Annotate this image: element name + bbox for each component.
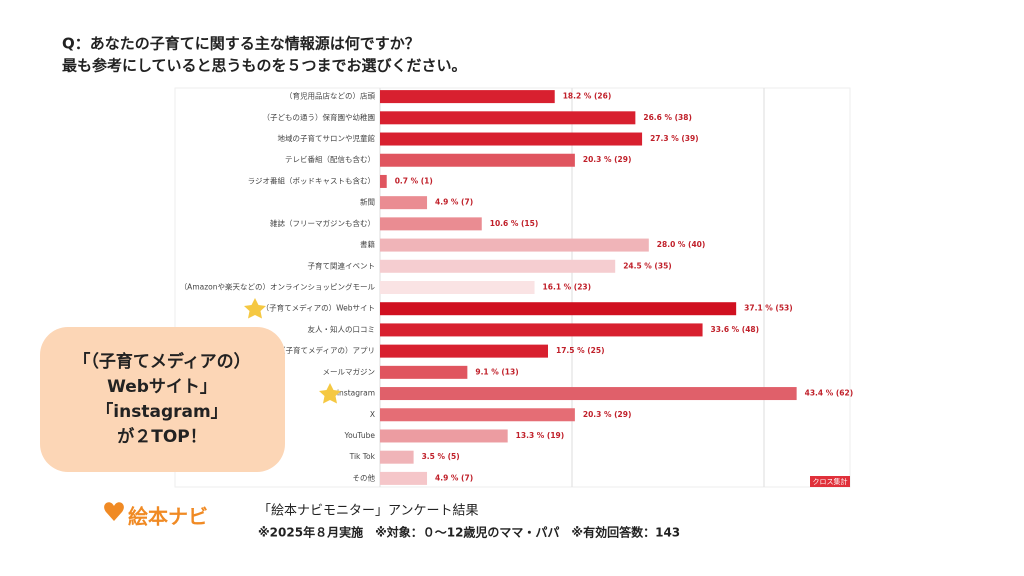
bar [380, 217, 482, 231]
value-label: 0.7 % (1) [395, 176, 433, 185]
category-label: 新聞 [360, 197, 375, 207]
bar [380, 90, 555, 104]
category-label: 地域の子育てサロンや児童館 [278, 133, 376, 143]
value-label: 10.6 % (15) [490, 219, 539, 228]
callout-line: 「instagram」 [96, 401, 227, 422]
footer-title: 「絵本ナビモニター」アンケート結果 [258, 504, 478, 519]
star-icon [244, 298, 266, 319]
category-label: メールマガジン [323, 366, 376, 376]
category-label: （Amazonや楽天などの）オンラインショッピングモール [180, 282, 376, 292]
note-label: クロス集計 [813, 477, 848, 486]
category-label: ラジオ番組（ポッドキャストも含む） [248, 175, 375, 185]
note-box [810, 476, 850, 487]
bar [380, 302, 737, 316]
value-label: 9.1 % (13) [475, 367, 518, 376]
footer-note: ※2025年８月実施 ※対象：０～12歳児のママ・パパ ※有効回答数：143 [258, 525, 680, 540]
category-label: テレビ番組（配信も含む） [285, 154, 375, 164]
category-label: Tik Tok [349, 452, 376, 461]
value-label: 27.3 % (39) [650, 134, 699, 143]
value-label: 17.5 % (25) [556, 346, 605, 355]
logo-text: 絵本ナビ [128, 505, 208, 529]
category-label: 友人・知人の口コミ [308, 324, 376, 334]
value-label: 43.4 % (62) [805, 389, 854, 398]
category-label: （子育てメディアの）Webサイト [262, 303, 375, 313]
value-label: 20.3 % (29) [583, 155, 632, 164]
value-label: 20.3 % (29) [583, 410, 632, 419]
bar [380, 387, 797, 401]
value-label: 13.3 % (19) [516, 431, 565, 440]
value-label: 33.6 % (48) [711, 325, 760, 334]
value-label: 16.1 % (23) [543, 283, 592, 292]
bar [380, 238, 649, 252]
bar [380, 344, 548, 358]
category-label: instagram [337, 389, 375, 398]
category-label: YouTube [344, 431, 376, 440]
callout-box [40, 327, 285, 472]
category-label: 書籍 [360, 239, 375, 249]
value-label: 3.5 % (5) [422, 452, 460, 461]
bar [380, 450, 414, 464]
category-label: 子育て関連イベント [308, 260, 376, 270]
value-label: 4.9 % (7) [435, 473, 473, 482]
bar [380, 111, 636, 125]
bar [380, 132, 643, 146]
category-label: （育児用品店などの）店頭 [285, 91, 375, 101]
bar [380, 323, 703, 337]
callout-line: が２TOP！ [117, 426, 207, 447]
bar [380, 153, 575, 167]
value-label: 37.1 % (53) [744, 304, 793, 313]
value-label: 26.6 % (38) [643, 113, 692, 122]
value-label: 4.9 % (7) [435, 198, 473, 207]
category-label: その他 [353, 472, 376, 482]
value-label: 24.5 % (35) [623, 261, 672, 270]
callout-line: Webサイト」 [107, 377, 217, 397]
question-line: Q：あなたの子育てに関する主な情報源は何ですか？ [62, 35, 420, 53]
question-line: 最も参考にしていると思うものを５つまでお選びください。 [62, 57, 467, 75]
value-label: 18.2 % (26) [563, 92, 612, 101]
bar [380, 429, 508, 443]
category-label: （子育てメディアの）アプリ [278, 345, 375, 355]
bar [380, 174, 387, 188]
callout-line: 「（子育てメディアの） [73, 351, 250, 372]
bar [380, 259, 616, 273]
category-label: X [370, 410, 375, 419]
bar [380, 281, 535, 294]
bar [380, 471, 428, 485]
value-label: 28.0 % (40) [657, 240, 706, 249]
chart: （育児用品店などの）店頭 18.2 % (26) （子どもの通う）保育園や幼稚園 26… [180, 88, 853, 487]
star-icon [319, 383, 341, 404]
callout: 「（子育てメディアの） Webサイト」「instagram」が２TOP！ [73, 351, 250, 447]
bar [380, 408, 575, 422]
bar [380, 196, 428, 210]
logo-icon [104, 502, 124, 521]
category-label: 雑誌（フリーマガジンも含む） [270, 218, 375, 228]
category-label: （子どもの通う）保育園や幼稚園 [263, 112, 376, 122]
bar [380, 365, 468, 379]
logo: 絵本ナビ [104, 502, 208, 529]
